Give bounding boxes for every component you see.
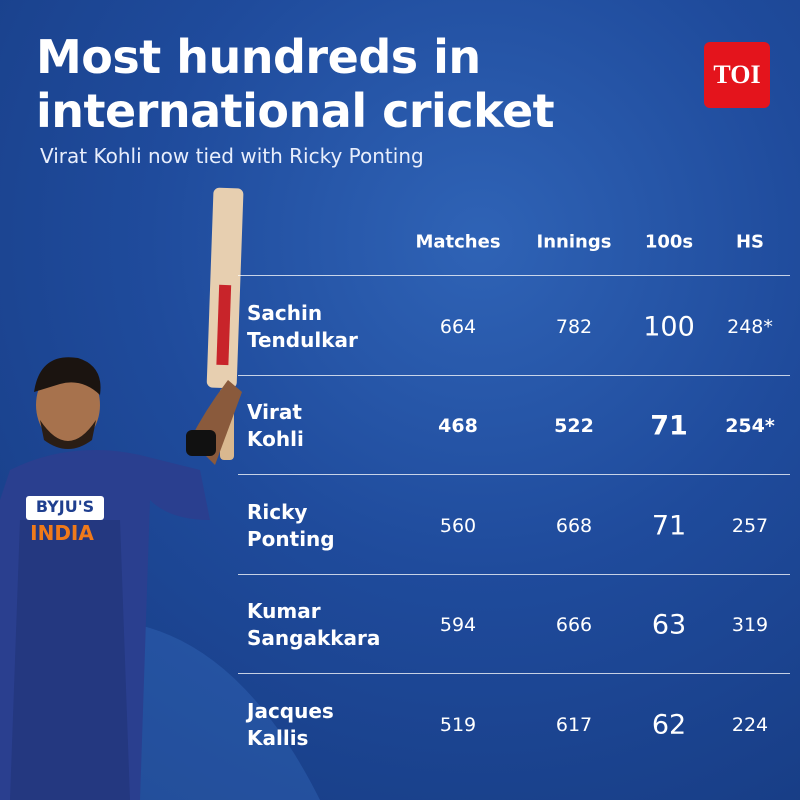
row-divider xyxy=(238,673,790,674)
stat-cell: 594 xyxy=(439,614,477,637)
player-name: Virat Kohli xyxy=(247,400,304,452)
row-divider xyxy=(238,275,790,276)
stat-cell: 319 xyxy=(731,614,769,637)
player-name: Sachin Tendulkar xyxy=(247,300,358,352)
stat-cell: 519 xyxy=(439,713,477,736)
stat-cell: 100 xyxy=(643,311,695,343)
row-divider xyxy=(238,374,790,376)
stat-cell: 224 xyxy=(731,713,769,736)
subtitle: Virat Kohli now tied with Ricky Ponting xyxy=(40,144,424,168)
stat-cell: 71 xyxy=(650,410,688,442)
stat-cell: 71 xyxy=(651,510,687,542)
player-name: Jacques Kallis xyxy=(247,698,334,750)
stat-cell: 664 xyxy=(439,315,477,338)
stat-cell: 248* xyxy=(727,315,773,338)
stat-cell: 468 xyxy=(438,415,478,438)
svg-text:INDIA: INDIA xyxy=(30,521,94,545)
svg-text:BYJU'S: BYJU'S xyxy=(36,497,94,516)
column-header: Matches xyxy=(415,231,501,253)
stat-cell: 666 xyxy=(555,614,593,637)
row-divider xyxy=(238,474,790,475)
row-divider xyxy=(238,573,790,575)
column-header: Innings xyxy=(536,231,612,253)
player-name: Kumar Sangakkara xyxy=(247,599,381,651)
stat-cell: 63 xyxy=(651,609,687,641)
column-header: 100s xyxy=(644,231,694,253)
stat-cell: 257 xyxy=(731,514,769,537)
title: Most hundreds in international cricket xyxy=(36,30,555,138)
stat-cell: 617 xyxy=(555,713,593,736)
stat-cell: 522 xyxy=(554,415,594,438)
player-name: Ricky Ponting xyxy=(247,499,335,551)
stat-cell: 62 xyxy=(651,709,687,741)
stat-cell: 668 xyxy=(555,514,593,537)
stat-cell: 560 xyxy=(439,514,477,537)
logo: TOI xyxy=(704,42,770,108)
stat-cell: 782 xyxy=(555,315,593,338)
stat-cell: 254* xyxy=(725,415,775,438)
column-header: HS xyxy=(735,231,765,253)
